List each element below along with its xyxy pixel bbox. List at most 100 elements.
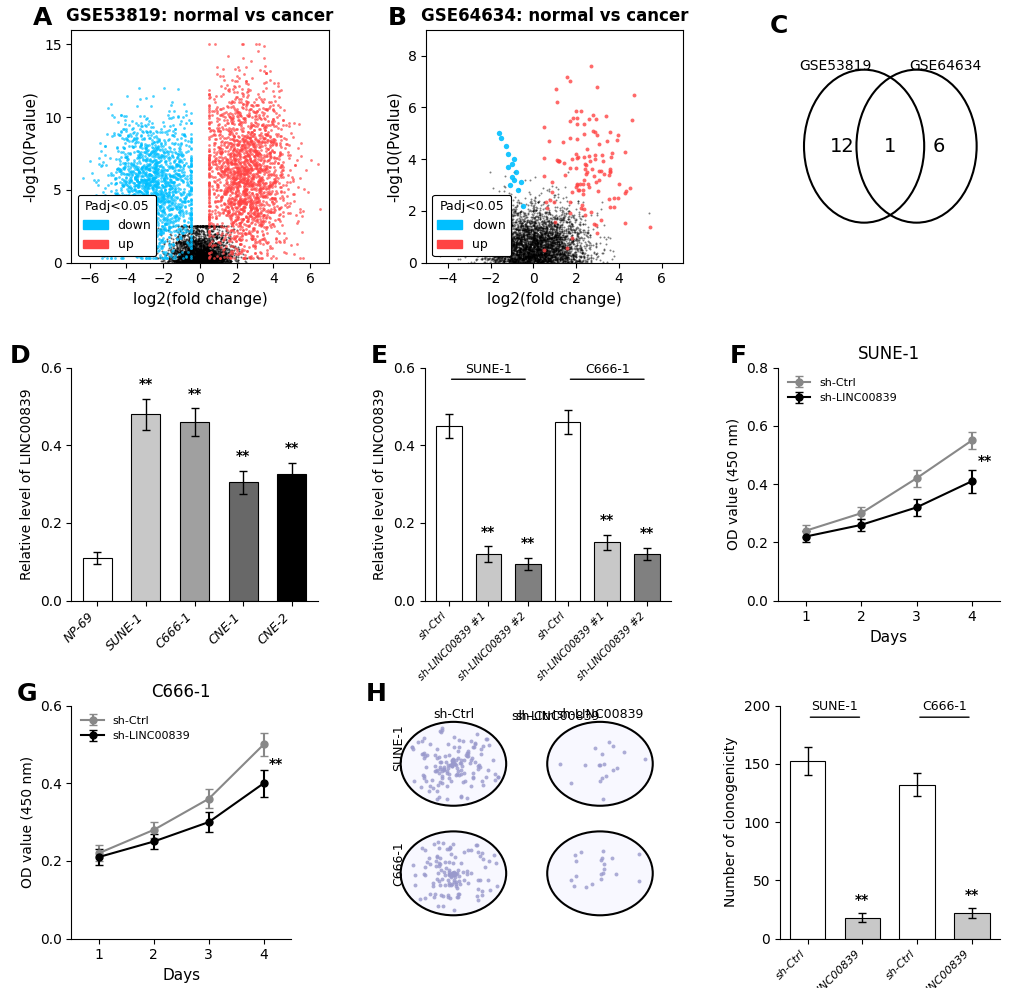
Point: [202, 252, 218, 268]
Point: [182, 218, 199, 234]
Point: [508, 234, 525, 250]
Point: [154, 148, 170, 164]
Point: [273, 169, 289, 185]
Point: [127, 130, 144, 146]
Point: [168, 242, 184, 258]
Point: [184, 247, 201, 263]
Point: [260, 178, 276, 194]
Point: [518, 248, 534, 264]
Point: [158, 214, 174, 230]
Point: [116, 175, 132, 191]
Point: [515, 251, 531, 267]
Point: [469, 881, 485, 897]
Point: [532, 248, 548, 264]
Point: [454, 864, 471, 879]
Point: [215, 227, 231, 243]
Point: [204, 247, 220, 263]
Point: [581, 237, 597, 253]
Point: [199, 239, 215, 255]
Point: [435, 864, 451, 879]
Point: [561, 231, 578, 247]
Point: [517, 216, 533, 232]
Point: [496, 250, 513, 266]
Point: [190, 240, 206, 256]
Point: [528, 243, 544, 259]
Point: [197, 247, 213, 263]
Point: [242, 157, 258, 173]
Point: [551, 245, 568, 261]
Point: [194, 248, 210, 264]
Point: [505, 255, 522, 271]
Point: [504, 220, 521, 236]
Point: [132, 137, 149, 153]
Point: [194, 245, 210, 261]
Point: [141, 160, 157, 176]
Point: [203, 249, 219, 265]
Point: [135, 188, 151, 204]
Point: [199, 249, 215, 265]
Point: [518, 240, 534, 256]
Point: [169, 190, 185, 206]
Point: [140, 222, 156, 238]
Point: [508, 252, 525, 268]
Point: [201, 179, 217, 195]
Point: [170, 249, 186, 265]
Point: [161, 174, 177, 190]
Point: [192, 249, 208, 265]
Point: [207, 219, 223, 235]
Point: [125, 164, 142, 180]
Point: [517, 239, 533, 255]
Point: [196, 254, 212, 270]
Point: [197, 251, 213, 267]
Point: [196, 231, 212, 247]
Point: [206, 248, 222, 264]
Point: [466, 234, 482, 250]
Point: [246, 152, 262, 168]
Point: [568, 241, 584, 257]
Point: [543, 237, 559, 253]
Point: [572, 241, 588, 257]
Point: [203, 247, 219, 263]
Point: [187, 245, 204, 261]
Point: [246, 138, 262, 154]
Point: [225, 140, 242, 156]
Point: [530, 234, 546, 250]
Point: [542, 231, 558, 247]
Point: [202, 248, 218, 264]
Point: [487, 230, 503, 246]
Point: [506, 220, 523, 236]
Point: [207, 250, 223, 266]
Point: [189, 250, 205, 266]
Point: [214, 247, 230, 263]
Point: [177, 235, 194, 251]
Point: [154, 238, 170, 254]
Point: [562, 254, 579, 270]
Point: [218, 253, 234, 269]
Point: [175, 184, 192, 200]
Point: [198, 251, 214, 267]
Point: [114, 250, 130, 266]
Point: [137, 137, 153, 153]
Point: [161, 168, 177, 184]
Point: [140, 181, 156, 197]
Point: [553, 238, 570, 254]
Point: [249, 161, 265, 177]
Point: [515, 253, 531, 269]
Point: [236, 247, 253, 263]
Point: [161, 215, 177, 231]
Point: [556, 247, 573, 263]
Point: [218, 234, 234, 250]
Point: [493, 209, 510, 225]
Point: [543, 227, 559, 243]
Point: [228, 84, 245, 100]
Point: [210, 224, 226, 240]
Point: [211, 161, 227, 177]
Point: [543, 244, 559, 260]
Point: [551, 756, 568, 772]
Point: [535, 239, 551, 255]
Point: [524, 250, 540, 266]
Point: [503, 254, 520, 270]
Point: [512, 241, 528, 257]
Point: [517, 218, 533, 234]
Point: [242, 133, 258, 149]
